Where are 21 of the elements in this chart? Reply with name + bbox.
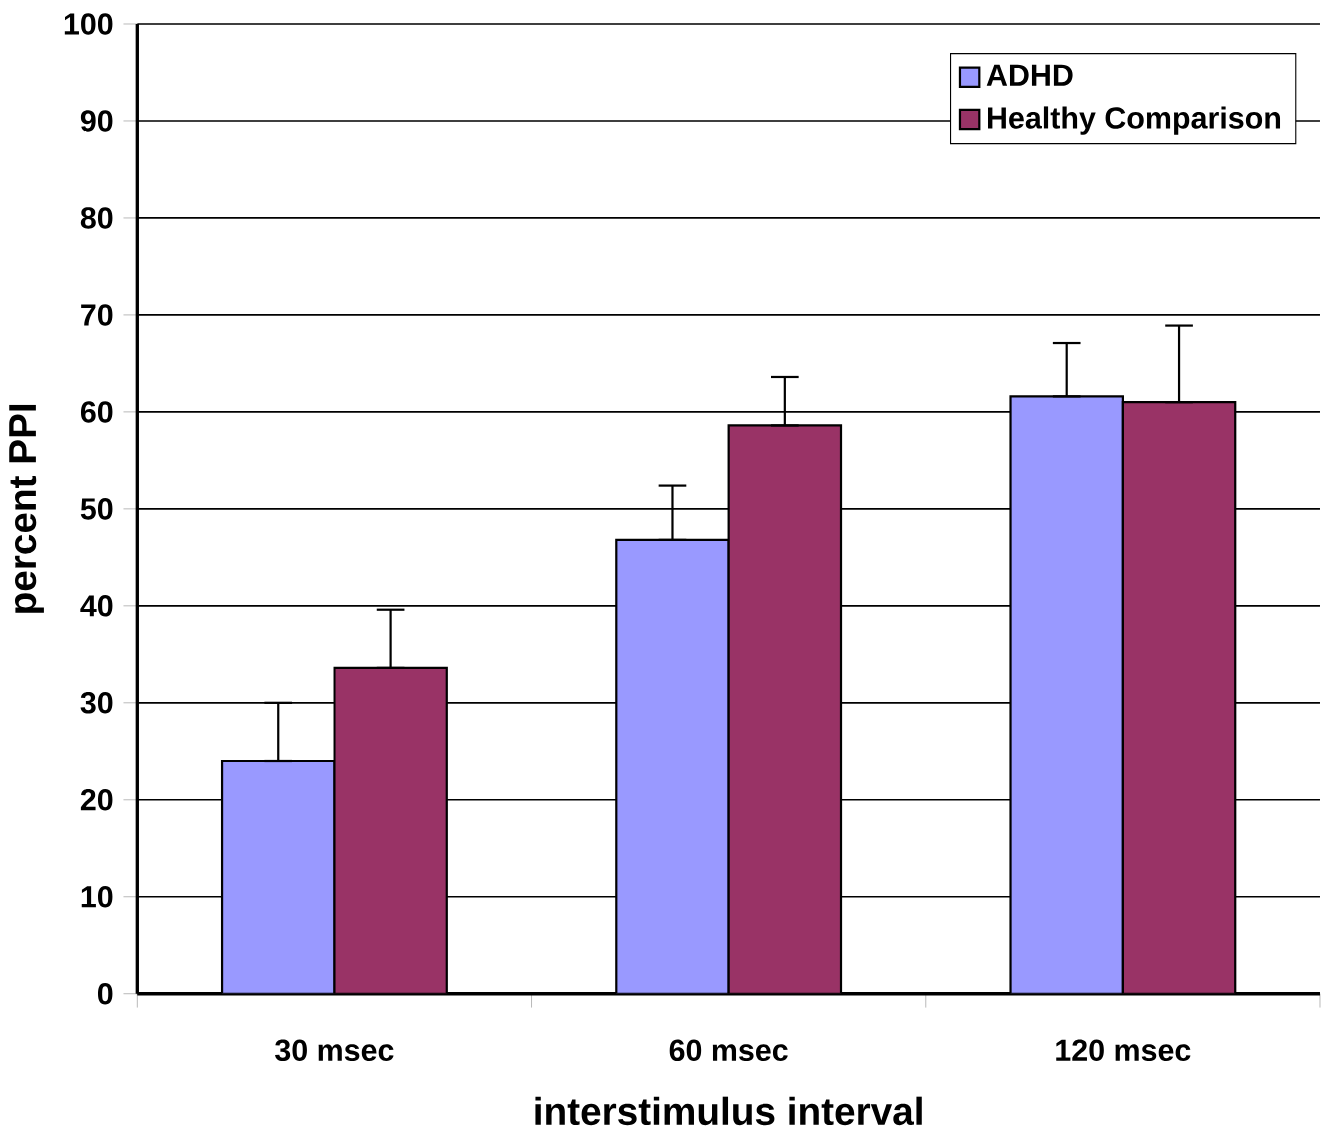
y-tick-label: 50 [80, 497, 113, 520]
y-tick-label: 20 [80, 788, 113, 811]
x-axis-title: interstimulus interval [535, 1096, 922, 1125]
x-tick-label: 30 msec [275, 1039, 394, 1061]
x-tick-label: 120 msec [1056, 1039, 1191, 1061]
bar [333, 666, 448, 994]
y-tick-label: 100 [64, 13, 113, 35]
y-tick-label: 70 [81, 304, 113, 326]
y-tick-label: 30 [80, 691, 113, 714]
x-tick-label: 60 msec [669, 1039, 788, 1061]
bar [727, 424, 843, 994]
y-tick-label: 10 [81, 885, 113, 908]
bar [1121, 400, 1237, 994]
y-tick-label: 90 [80, 110, 113, 132]
legend-label: ADHD [986, 64, 1073, 86]
y-axis-title: percent PPI [9, 404, 44, 613]
legend-label: Healthy Comparison [988, 106, 1281, 135]
y-tick-label: 0 [97, 982, 113, 1005]
y-tick-label: 60 [80, 400, 113, 423]
y-tick-label: 80 [80, 207, 113, 229]
y-tick-label: 40 [80, 594, 113, 617]
